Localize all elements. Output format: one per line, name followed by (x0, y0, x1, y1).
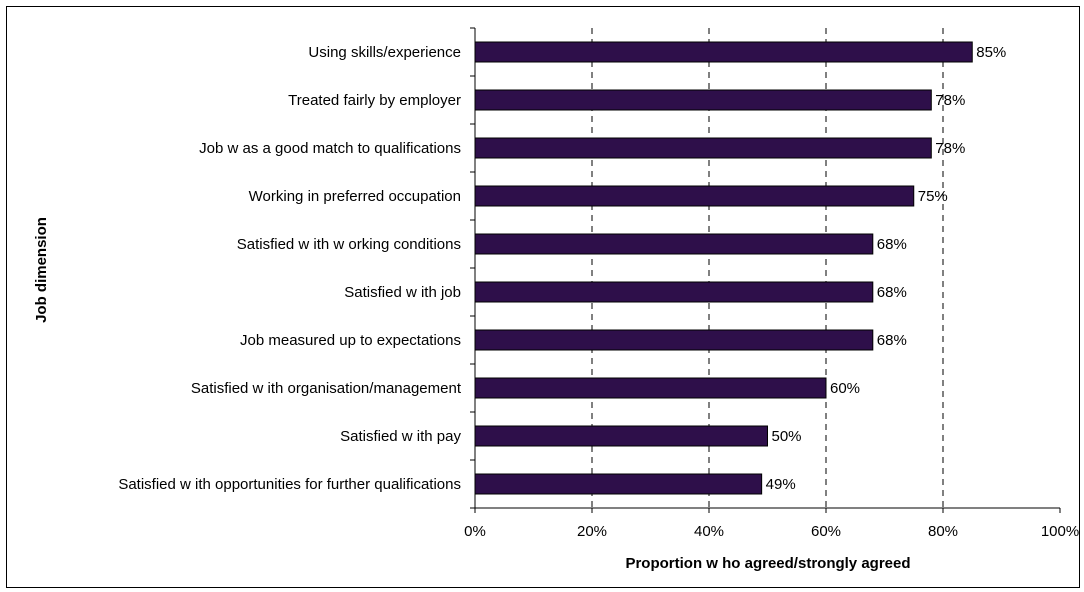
bar (474, 425, 768, 447)
bar (474, 473, 763, 495)
data-label: 75% (918, 188, 948, 205)
bar (474, 377, 827, 399)
data-label: 68% (877, 332, 907, 349)
data-label: 68% (877, 284, 907, 301)
data-label: 78% (935, 92, 965, 109)
data-label: 68% (877, 236, 907, 253)
category-label: Working in preferred occupation (249, 188, 461, 205)
x-tick-label: 100% (1041, 523, 1079, 540)
bar (474, 137, 932, 159)
bars (474, 41, 973, 495)
category-label: Satisfied w ith job (344, 284, 461, 301)
x-tick-label: 80% (928, 523, 958, 540)
x-tick-label: 0% (464, 523, 486, 540)
category-label: Satisfied w ith organisation/management (191, 380, 462, 397)
category-label: Job measured up to expectations (240, 332, 461, 349)
category-label: Satisfied w ith w orking conditions (237, 236, 461, 253)
category-label: Treated fairly by employer (288, 92, 461, 109)
category-label: Satisfied w ith pay (340, 428, 461, 445)
category-label: Using skills/experience (308, 44, 461, 61)
bar (474, 185, 915, 207)
data-label: 85% (976, 44, 1006, 61)
labels: 0% 20% 40% 60% 80% 100% Using skills/experienc… (118, 27, 1079, 540)
bar (474, 89, 932, 111)
x-tick-label: 60% (811, 523, 841, 540)
x-tick-label: 20% (577, 523, 607, 540)
data-label: 60% (830, 380, 860, 397)
bar (474, 281, 874, 303)
data-label: 49% (766, 476, 796, 493)
data-label: 50% (772, 428, 802, 445)
bar (474, 233, 874, 255)
bar (474, 41, 973, 63)
x-axis-title: Proportion w ho agreed/strongly agreed (625, 555, 910, 572)
y-axis-title: Job dimension (33, 217, 50, 323)
data-label: 78% (935, 140, 965, 157)
category-label: Satisfied w ith opportunities for furthe… (118, 476, 461, 493)
category-label: Job w as a good match to qualifications (199, 140, 461, 157)
x-tick-label: 40% (694, 523, 724, 540)
bar (474, 329, 874, 351)
